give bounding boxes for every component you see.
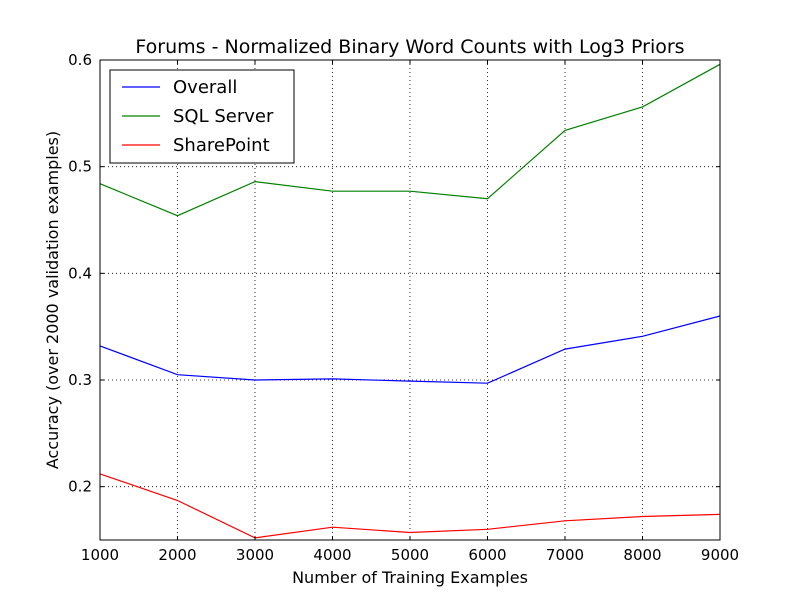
y-axis-label: Accuracy (over 2000 validation examples)	[43, 131, 62, 469]
x-tick-label: 1000	[81, 546, 119, 564]
gridlines	[100, 60, 720, 540]
x-tick-label: 8000	[623, 546, 661, 564]
x-tick-label: 9000	[701, 546, 739, 564]
axis-ticks: 1000 2000 3000 4000 5000 6000 7000 8000 9000 0.2 0…	[68, 51, 739, 564]
legend-entry-label: SQL Server	[173, 106, 274, 127]
x-tick-label: 4000	[313, 546, 351, 564]
y-tick-label: 0.4	[68, 264, 92, 282]
legend-box	[109, 69, 295, 164]
chart-title: Forums - Normalized Binary Word Counts w…	[135, 36, 684, 58]
y-tick-label: 0.3	[68, 371, 92, 389]
x-tick-label: 3000	[236, 546, 274, 564]
legend: Overall SQL Server SharePoint	[109, 69, 295, 164]
legend-entry-label: SharePoint	[173, 135, 270, 156]
series-line-sql-server	[99, 63, 721, 217]
y-tick-label: 0.2	[68, 478, 92, 496]
y-tick-label: 0.5	[68, 158, 92, 176]
legend-entry-label: Overall	[173, 77, 237, 98]
series-lines	[99, 63, 721, 539]
x-tick-label: 7000	[546, 546, 584, 564]
y-tick-label: 0.6	[68, 51, 92, 69]
x-tick-label: 6000	[468, 546, 506, 564]
x-tick-label: 2000	[158, 546, 196, 564]
x-axis-label: Number of Training Examples	[292, 568, 528, 587]
series-line-sharepoint	[99, 473, 721, 539]
x-tick-label: 5000	[391, 546, 429, 564]
series-line-overall	[99, 315, 721, 384]
